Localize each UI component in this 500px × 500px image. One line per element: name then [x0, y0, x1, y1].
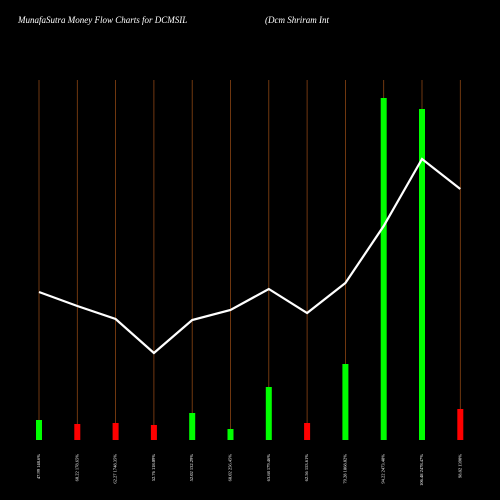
x-tick-label: 60.22 178.65% [74, 454, 79, 482]
bar [419, 109, 425, 440]
bar [342, 364, 349, 440]
x-tick-label: 62.56 153.61% [304, 454, 309, 482]
chart-title: MunafaSutra Money Flow Charts for DCMSIL [17, 15, 187, 25]
chart-subtitle: (Dcm Shriram Int [265, 15, 329, 25]
bar [189, 413, 196, 440]
x-tick-label: 106.48 2478.47% [419, 454, 424, 486]
x-tick-label: 52.02 132.29% [189, 454, 194, 482]
x-tick-label: 52.76 118.09% [151, 454, 156, 481]
price-line [38, 157, 461, 355]
bar [227, 429, 234, 440]
bar [457, 409, 464, 440]
bar [112, 423, 119, 440]
x-tick-label: 62.27 1748.35% [113, 454, 118, 484]
bar [304, 423, 311, 440]
x-tick-label: 98.82 1390% [457, 454, 462, 478]
x-tick-label: 47.99 148.6% [36, 454, 41, 479]
x-tick-label: 63.68 179.46% [266, 454, 271, 482]
bar [150, 425, 157, 440]
x-tick-label: 79.28 1868.82% [342, 454, 347, 484]
bar [380, 98, 387, 440]
x-tick-label: 68.02 256.45% [228, 454, 233, 482]
bar [265, 387, 272, 440]
x-tick-label: 94.22 2473.48% [381, 454, 386, 484]
bar [36, 420, 42, 440]
bar [74, 424, 81, 440]
